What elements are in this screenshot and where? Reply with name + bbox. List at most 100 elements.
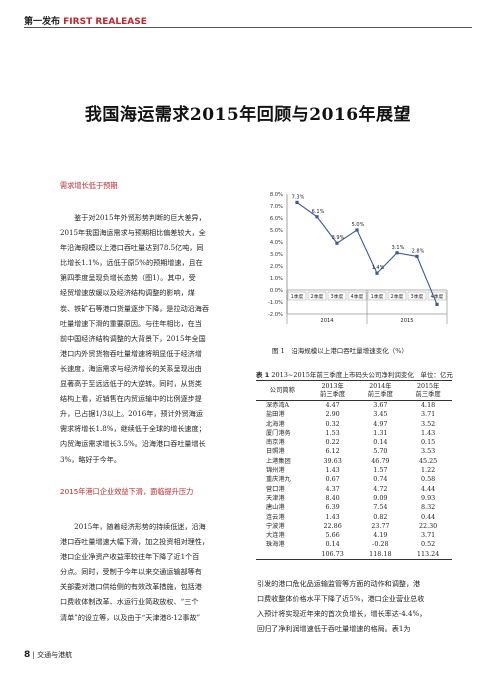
table-row: 厦门港务 1.53 1.31 1.43	[256, 429, 452, 438]
table-row: 重庆港九 0.67 0.74 0.58	[256, 475, 452, 484]
body-line: 第四季度呈现负增长态势（图1）。其中，受	[60, 273, 196, 283]
header-rule	[24, 27, 472, 28]
y-tick-label: 0.0%	[270, 288, 283, 294]
value-cell: 0.44	[420, 512, 436, 521]
value-cell: 0.82	[373, 512, 388, 521]
value-cell: 3.71	[420, 531, 436, 540]
port-throughput-growth-chart: 8.0% 7.0% 6.0% 5.0% 4.0% 3.0% 2.0% 1.0% 0.0% -1.0…	[268, 192, 448, 324]
year-label: 2014	[320, 318, 334, 324]
company-cell: 深赤湾A	[266, 402, 290, 409]
value-cell: 9.93	[420, 493, 436, 502]
category-box	[287, 291, 307, 301]
data-point	[435, 302, 439, 306]
header-section-cn: 第一发布	[24, 17, 61, 27]
header-2015: 2015年 前三季度	[404, 380, 452, 401]
table-row: 盐田港 2.90 3.45 3.71	[256, 410, 452, 419]
section-body-port-efficiency: 2015年，随着经济形势的持续低迷，沿海 港口吞吐量增速大幅下滑，加之投资相对理性…	[60, 519, 244, 625]
category-label: 2季度	[391, 293, 404, 300]
company-cell: 连云港	[266, 513, 285, 521]
value-cell: 23.77	[371, 521, 390, 530]
value-cell: 45.25	[418, 456, 438, 465]
table-header-row: 公司简称 2013年 前三季度 2014年 前三季度 2015年 前三季度	[256, 380, 452, 401]
table-row: 宁波港 22.86 23.77 22.30	[256, 522, 452, 531]
body-line: 炭、铁矿石等港口货量逐步下降，是拉动沿海吞	[60, 303, 209, 313]
series-line	[296, 201, 438, 305]
y-tick-label: -2.0%	[268, 312, 283, 318]
category-box	[407, 291, 427, 301]
body-line: 长速度，海运需求与经济增长的关系呈现出由	[60, 363, 202, 373]
y-tick-label: 5.0%	[270, 228, 283, 234]
category-box	[327, 291, 347, 301]
body-line: 显著高于至远远低于的大逆转。同时，从货类	[60, 379, 202, 389]
value-cell: 0.22	[325, 438, 340, 447]
header-company: 公司简称	[256, 380, 309, 401]
header-2014: 2014年 前三季度	[356, 380, 405, 401]
value-cell: 46.79	[371, 456, 390, 465]
body-line: 3%，略好于今年。	[60, 454, 121, 464]
table-row: 南京港 0.22 0.14 0.15	[256, 438, 452, 447]
category-box	[427, 291, 447, 301]
value-cell: 0.52	[420, 540, 436, 549]
y-tick-label: 1.0%	[270, 276, 283, 282]
table-row: 天津港 8.40 9.09 9.93	[256, 494, 452, 503]
body-line: 经贸增速放缓以及经济结构调整的影响，煤	[60, 288, 195, 298]
company-cell: 重庆港九	[266, 476, 291, 484]
value-cell: 3.45	[373, 410, 388, 419]
category-label: 4季度	[351, 293, 364, 300]
table-row: 锦州港 1.43 1.57 1.22	[256, 466, 452, 475]
value-cell: 0.14	[373, 438, 388, 447]
body-line: 前中国经济结构调整的大背景下，2015年全国	[60, 333, 206, 343]
value-cell: 1.31	[373, 428, 388, 437]
y-tick-label: 7.0%	[270, 204, 283, 210]
section-body-demand: 鉴于对2015年外贸形势判断的巨大差异， 2015年我国海运需求与预期相比偏差较大…	[60, 210, 244, 467]
value-cell: 3.71	[420, 410, 436, 419]
value-cell: 7.54	[373, 503, 388, 512]
data-label: 3.9%	[332, 235, 345, 241]
body-line: 清单”的设立等，以及由于“天津港8·12事故”	[60, 612, 201, 622]
table-row: 唐山港 6.39 7.54 8.32	[256, 503, 452, 512]
category-label: 4季度	[431, 293, 444, 300]
value-cell: 4.18	[420, 401, 436, 409]
value-cell: 4.72	[373, 484, 388, 493]
table-row: 上港集团 39.63 46.79 45.25	[256, 457, 452, 466]
category-box	[387, 291, 407, 301]
value-cell: 4.47	[325, 401, 340, 409]
right-column-body: 引发的港口危化品运输监管等方面的动作和调整，港 口费收整体价格水平下降了近5%，港…	[257, 576, 453, 636]
category-label: 1季度	[291, 293, 304, 300]
company-cell: 南京港	[266, 439, 285, 447]
data-point	[315, 215, 319, 219]
company-cell	[256, 549, 309, 561]
y-tick-label: 3.0%	[270, 252, 283, 258]
body-line: 港口内外贸货物吞吐量增速将明显低于经济增	[60, 348, 202, 358]
category-label: 1季度	[371, 293, 384, 300]
data-label: 5.0%	[352, 222, 365, 228]
chart-caption: 图 1 沿海规模以上港口吞吐量增速变化（%）	[272, 347, 408, 355]
data-point	[335, 241, 339, 245]
data-label: 6.1%	[312, 209, 325, 215]
y-tick-label: 2.0%	[270, 264, 283, 270]
value-cell: 1.43	[420, 428, 436, 437]
company-cell: 大连港	[266, 532, 285, 540]
value-cell: 0.67	[325, 475, 340, 484]
company-cell: 上港集团	[266, 457, 291, 465]
company-cell: 盐田港	[266, 411, 285, 419]
value-cell: 22.86	[323, 521, 342, 530]
company-cell: 厦门港务	[266, 429, 291, 437]
value-cell: 4.37	[325, 484, 340, 493]
data-label: 1.4%	[372, 265, 385, 271]
value-cell: 8.32	[420, 503, 436, 512]
value-cell: 1.22	[420, 466, 436, 475]
value-cell: 4.97	[373, 419, 388, 428]
body-line: 分点。同时，受制于今年以来交通运输部等有	[60, 567, 202, 577]
body-line: 升，已占据1/3以上。2016年，预计外贸海运	[60, 409, 203, 419]
company-cell: 宁波港	[266, 522, 285, 530]
value-cell: 6.39	[325, 503, 340, 512]
value-cell: 106.73	[308, 549, 357, 561]
footer-divider: |	[32, 651, 38, 659]
year-label: 2015	[400, 318, 413, 324]
data-point	[395, 251, 399, 255]
value-cell: 5.70	[373, 447, 388, 456]
body-line: 港口企业净资产收益率较往年下降了近1个百	[60, 552, 200, 562]
header-section-en: FIRST REALEASE	[63, 17, 147, 27]
value-cell: 9.09	[373, 493, 388, 502]
